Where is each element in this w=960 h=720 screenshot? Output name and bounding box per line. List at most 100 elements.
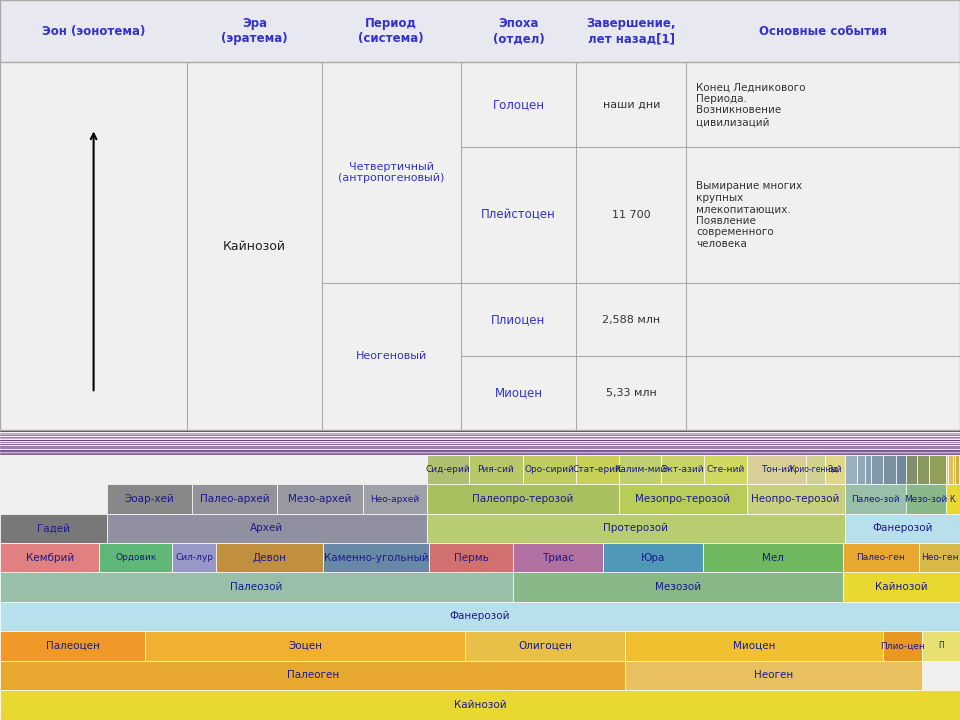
Text: Фанерозой: Фанерозой <box>449 611 511 621</box>
Bar <box>576 455 618 485</box>
Text: Палеоген: Палеоген <box>287 670 339 680</box>
Text: Миоцен: Миоцен <box>732 641 776 651</box>
Bar <box>946 485 960 513</box>
Text: Палеопро-терозой: Палеопро-терозой <box>472 494 573 504</box>
Bar <box>0 631 146 661</box>
Text: Завершение,
лет назад[1]: Завершение, лет назад[1] <box>587 17 676 45</box>
Bar <box>363 485 426 513</box>
Text: Основные события: Основные события <box>759 24 887 37</box>
Bar <box>0 690 960 720</box>
Bar <box>856 455 865 485</box>
Bar <box>187 0 322 63</box>
Bar <box>603 543 703 572</box>
Text: Сид-ерий: Сид-ерий <box>425 465 470 474</box>
Bar <box>576 0 686 63</box>
Text: Каменно-угольный: Каменно-угольный <box>324 553 428 562</box>
Text: Мезопро-терозой: Мезопро-терозой <box>636 494 731 504</box>
Text: Нео-ген: Нео-ген <box>921 553 958 562</box>
Bar <box>146 631 466 661</box>
Bar <box>806 455 825 485</box>
Bar <box>0 543 100 572</box>
Text: 5,33 млн: 5,33 млн <box>606 388 657 398</box>
Text: Эон (эонотема): Эон (эонотема) <box>42 24 145 37</box>
Bar <box>703 543 843 572</box>
Text: Кембрий: Кембрий <box>26 553 74 562</box>
Bar <box>626 661 923 690</box>
Bar <box>426 485 618 513</box>
Bar <box>747 455 806 485</box>
Text: Оро-сирий: Оро-сирий <box>524 465 574 474</box>
Text: Плиоцен: Плиоцен <box>492 313 545 326</box>
Bar <box>192 485 277 513</box>
Bar <box>429 543 513 572</box>
Text: Голоцен: Голоцен <box>492 98 544 111</box>
Bar <box>107 513 426 543</box>
Bar <box>426 513 845 543</box>
Bar <box>906 455 917 485</box>
Text: Палеоцен: Палеоцен <box>46 641 100 651</box>
Bar <box>946 455 948 485</box>
Text: Экт-азий: Экт-азий <box>661 465 704 474</box>
Bar <box>513 543 603 572</box>
Bar <box>426 455 469 485</box>
Bar <box>626 631 883 661</box>
Bar <box>461 0 576 63</box>
Text: Эра
(эратема): Эра (эратема) <box>221 17 288 45</box>
Bar <box>618 485 747 513</box>
Text: Конец Ледникового
Периода.
Возникновение
цивилизаций: Конец Ледникового Периода. Возникновение… <box>696 82 805 127</box>
Bar <box>661 455 704 485</box>
Text: Эоцен: Эоцен <box>288 641 323 651</box>
Text: П: П <box>938 642 944 650</box>
Text: Сил-лур: Сил-лур <box>176 553 213 562</box>
Bar <box>0 513 107 543</box>
Text: Миоцен: Миоцен <box>494 387 542 400</box>
Bar <box>466 631 626 661</box>
Bar <box>955 455 959 485</box>
Bar <box>845 513 960 543</box>
Text: Неопро-терозой: Неопро-терозой <box>752 494 840 504</box>
Text: Кайнозой: Кайнозой <box>454 700 506 710</box>
Text: Мезозой: Мезозой <box>655 582 701 592</box>
Text: Эд.: Эд. <box>828 465 841 474</box>
Bar <box>917 455 929 485</box>
Text: Гадей: Гадей <box>36 523 70 534</box>
Bar <box>843 572 960 602</box>
Text: Палео-ген: Палео-ген <box>856 553 905 562</box>
Text: Сте-ний: Сте-ний <box>707 465 744 474</box>
Text: Мезо-архей: Мезо-архей <box>288 494 351 504</box>
Text: Палеозой: Палеозой <box>230 582 282 592</box>
Text: Эпоха
(отдел): Эпоха (отдел) <box>492 17 544 45</box>
Bar <box>522 455 576 485</box>
Text: Нео-архей: Нео-архей <box>370 495 420 503</box>
Bar <box>0 572 513 602</box>
Text: Девон: Девон <box>252 553 287 563</box>
Bar <box>906 485 946 513</box>
Text: Ордовик: Ордовик <box>115 553 156 562</box>
Bar <box>0 661 626 690</box>
Bar <box>845 485 906 513</box>
Bar <box>948 455 952 485</box>
Text: Кайнозой: Кайнозой <box>223 240 286 253</box>
Text: Юра: Юра <box>641 553 665 562</box>
Bar <box>704 455 747 485</box>
Bar <box>843 543 919 572</box>
Bar <box>883 631 923 661</box>
Text: Стат-ерий: Стат-ерий <box>573 465 622 474</box>
Text: 2,588 млн: 2,588 млн <box>602 315 660 325</box>
Text: Триас: Триас <box>542 553 574 562</box>
Text: Четвертичный
(антропогеновый): Четвертичный (антропогеновый) <box>338 162 444 184</box>
Text: Пермь: Пермь <box>454 553 489 562</box>
Bar <box>929 455 946 485</box>
Text: Рия-сий: Рия-сий <box>478 465 515 474</box>
Text: Неоген: Неоген <box>755 670 794 680</box>
Text: Эоар-хей: Эоар-хей <box>125 494 174 504</box>
Text: Тон-ий: Тон-ий <box>760 465 792 474</box>
Text: Олигоцен: Олигоцен <box>518 641 572 651</box>
Bar <box>172 543 217 572</box>
Text: Мел: Мел <box>762 553 783 562</box>
Bar <box>277 485 363 513</box>
Text: К.: К. <box>949 495 957 503</box>
Text: Неогеновый: Неогеновый <box>355 351 427 361</box>
Text: наши дни: наши дни <box>603 99 660 109</box>
Bar <box>952 455 955 485</box>
